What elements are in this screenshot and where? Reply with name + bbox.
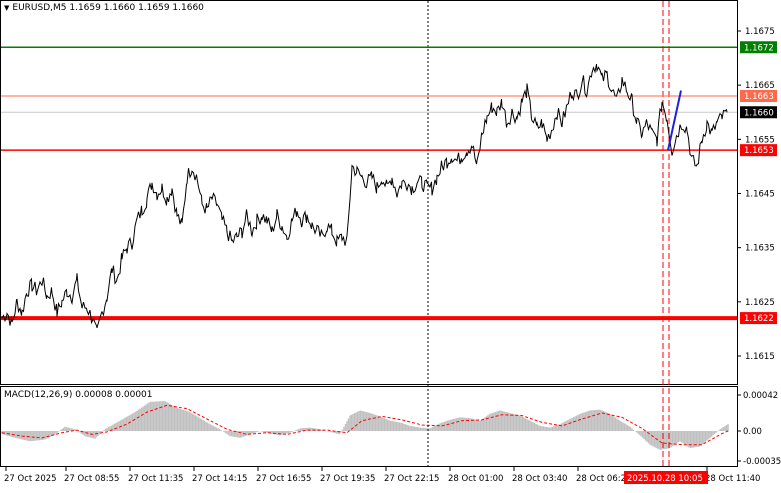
x-tick-label: 28 Oct 03:40 <box>512 474 567 484</box>
x-tick-label: 27 Oct 19:35 <box>320 474 375 484</box>
triangle-down-icon: ▼ <box>4 4 10 12</box>
price-series-line <box>1 64 728 329</box>
x-tick-label: 27 Oct 16:55 <box>256 474 311 484</box>
y-tick-label: 1.1675 <box>745 27 775 37</box>
current-price-label: 1.1660 <box>744 108 774 118</box>
y-tick-label: 1.1635 <box>745 244 775 254</box>
x-tick-label: 27 Oct 2025 <box>4 474 57 484</box>
highlighted-time-tag <box>624 471 708 484</box>
y-tick-label: 1.1655 <box>745 135 775 145</box>
macd-header: MACD(12,26,9) 0.00008 0.00001 <box>4 390 153 400</box>
level-1653-price-label: 1.1653 <box>744 146 774 156</box>
axis-layer: 1.1675 1.1665 1.1655 1.1645 1.1635 1.1625 1.16… <box>4 27 781 484</box>
highlighted-time-label: 2025.10.28 10:05 <box>627 474 703 484</box>
price-layer <box>1 64 728 329</box>
forecast-segment <box>667 90 682 151</box>
y-tick-label: 1.1645 <box>745 190 775 200</box>
resistance-price-tag <box>740 41 777 54</box>
price-plot-frame <box>0 0 738 385</box>
y-tick-label: 1.1625 <box>745 298 775 308</box>
level-1653-price-tag <box>740 144 777 157</box>
current-price-tag <box>740 106 777 119</box>
macd-layer <box>1 401 731 450</box>
x-tick-label: 28 Oct 11:40 <box>705 474 760 484</box>
level-1663-price-tag <box>740 90 777 102</box>
macd-y-tick-label: 0.00 <box>743 427 762 437</box>
x-tick-label: 27 Oct 11:35 <box>128 474 183 484</box>
x-tick-label: 28 Oct 06:20 <box>576 474 631 484</box>
x-tick-label: 28 Oct 01:00 <box>448 474 503 484</box>
macd-y-tick-label: 0.00042 <box>743 391 778 401</box>
x-tick-label: 27 Oct 14:15 <box>192 474 247 484</box>
support-price-tag <box>740 312 777 325</box>
level-1663-price-label: 1.1663 <box>744 92 774 102</box>
symbol-info: EURUSD,M5 1.1659 1.1660 1.1659 1.1660 <box>12 3 204 13</box>
y-tick-label: 1.1665 <box>745 81 775 91</box>
x-tick-label: 27 Oct 22:15 <box>384 474 439 484</box>
y-tick-label: 1.1615 <box>745 352 775 362</box>
resistance-price-label: 1.1672 <box>744 43 774 53</box>
support-price-label: 1.1622 <box>744 314 774 324</box>
symbol-header: ▼ EURUSD,M5 1.1659 1.1660 1.1659 1.1660 <box>4 3 204 13</box>
x-tick-label: 27 Oct 08:55 <box>64 474 119 484</box>
levels-layer <box>1 46 737 321</box>
macd-y-tick-label: -0.00035 <box>743 457 781 467</box>
